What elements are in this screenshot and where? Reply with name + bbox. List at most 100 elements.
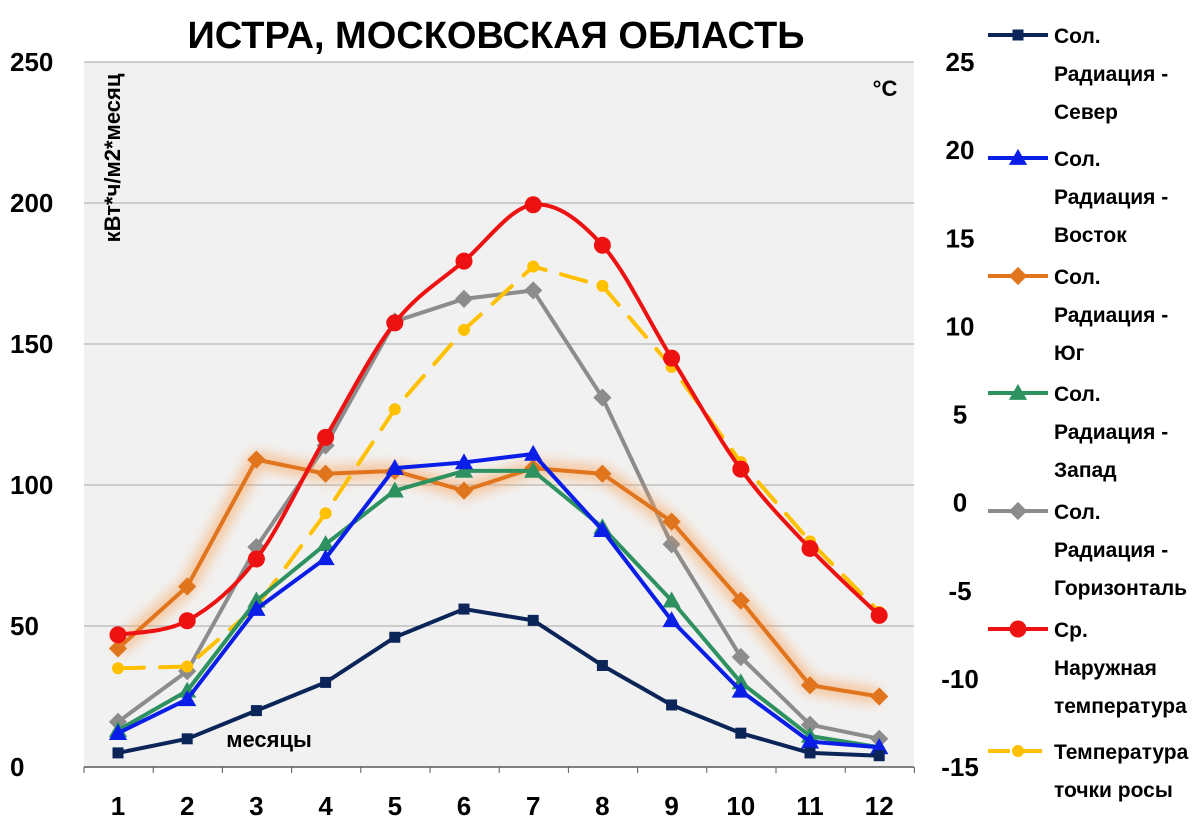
y2-tick-label: 10 — [946, 311, 975, 341]
y2-tick-label: 25 — [946, 47, 975, 77]
data-point — [593, 388, 612, 407]
data-point — [731, 591, 750, 610]
legend-swatch-marker — [1012, 745, 1024, 757]
x-tick-label: 9 — [664, 791, 678, 821]
data-point — [800, 715, 820, 734]
y2-tick-label: 5 — [953, 400, 967, 430]
y2-tick-label: 20 — [946, 135, 975, 165]
x-tick-label: 5 — [388, 791, 402, 821]
data-point — [181, 660, 194, 673]
data-point — [731, 681, 750, 698]
data-point — [662, 512, 681, 531]
data-point — [109, 626, 127, 644]
data-point — [527, 614, 539, 626]
legend-label: Радиация - — [1054, 304, 1168, 327]
data-point — [524, 444, 543, 461]
chart-title: ИСТРА, МОСКОВСКАЯ ОБЛАСТЬ — [187, 15, 804, 57]
series-line — [116, 457, 882, 699]
legend-label: Запад — [1054, 459, 1117, 482]
series-group — [109, 196, 888, 644]
data-point — [663, 349, 681, 367]
legend-label: Сол. — [1054, 148, 1101, 171]
data-point — [247, 599, 266, 616]
legend-label: температура — [1054, 695, 1187, 718]
data-point — [527, 260, 540, 273]
data-point — [732, 460, 750, 478]
data-point — [386, 314, 404, 332]
data-point — [454, 453, 474, 470]
data-point — [112, 662, 124, 675]
data-point — [524, 281, 543, 300]
legend-swatch-marker — [1009, 620, 1027, 638]
data-point — [316, 549, 335, 566]
data-point — [593, 464, 612, 483]
data-point — [108, 639, 128, 658]
data-point — [870, 687, 889, 706]
legend-item: Сол. Радиация - Горизонталь — [988, 501, 1187, 600]
y-tick-label: 100 — [10, 470, 53, 500]
y-tick-label: 50 — [10, 611, 39, 641]
legend-label: Радиация - — [1054, 539, 1168, 562]
data-point — [454, 481, 474, 500]
legend-label: Радиация - — [1054, 63, 1168, 86]
data-point — [454, 289, 474, 308]
legend-label: Ср. — [1054, 619, 1088, 642]
series-line — [116, 288, 882, 741]
data-point — [458, 323, 470, 336]
legend-label: точки росы — [1054, 779, 1173, 802]
legend-label: Наружная — [1054, 657, 1157, 680]
data-point — [458, 603, 470, 615]
series-group — [112, 603, 885, 762]
y-tick-label: 250 — [10, 47, 53, 77]
series-line — [116, 451, 882, 750]
legend-swatch-marker — [1008, 501, 1028, 521]
legend-label: Радиация - — [1054, 186, 1168, 209]
data-point — [662, 611, 681, 628]
data-point — [247, 550, 265, 568]
legend-item: Сол. Радиация - Восток — [988, 148, 1168, 247]
legend-label: Сол. — [1054, 266, 1101, 289]
data-point — [800, 732, 820, 749]
data-point — [319, 507, 332, 520]
data-point — [524, 461, 543, 478]
data-point — [524, 196, 542, 214]
x-tick-label: 8 — [595, 791, 609, 821]
x-tick-label: 1 — [111, 791, 125, 821]
series-layer — [108, 196, 889, 762]
legend-label: Температура — [1054, 741, 1189, 764]
x-tick-label: 11 — [796, 791, 824, 821]
legend-item: Сол. Радиация - Юг — [988, 266, 1168, 365]
data-point — [181, 733, 193, 745]
data-point — [662, 535, 681, 554]
data-point — [178, 612, 196, 630]
data-point — [385, 481, 404, 498]
data-point — [385, 458, 404, 475]
data-point — [800, 676, 820, 695]
legend-swatch-marker — [1008, 266, 1028, 286]
legend-label: Сол. — [1054, 383, 1101, 406]
legend-item: Сол. Радиация - Север — [988, 25, 1168, 124]
y2-tick-label: -10 — [941, 664, 979, 694]
x-tick-label: 12 — [865, 791, 894, 821]
legend-swatch-marker — [1012, 29, 1024, 41]
series-group — [108, 444, 889, 755]
x-tick-label: 2 — [180, 791, 194, 821]
legend-item: Температура точки росы — [988, 741, 1189, 802]
data-point — [112, 747, 124, 759]
data-point — [316, 535, 335, 552]
y2-tick-label: 0 — [953, 488, 967, 518]
legend-label: Сол. — [1054, 501, 1101, 524]
data-point — [593, 521, 612, 537]
data-point — [250, 705, 262, 717]
legend-label: Горизонталь — [1054, 577, 1187, 600]
data-point — [178, 577, 197, 596]
series-line — [116, 468, 882, 750]
y-tick-label: 150 — [10, 329, 53, 359]
x-tick-label: 4 — [318, 791, 333, 821]
y-tick-label: 0 — [10, 752, 24, 782]
data-point — [454, 461, 474, 478]
data-point — [320, 676, 332, 688]
data-point — [317, 428, 335, 446]
data-point — [873, 750, 885, 762]
